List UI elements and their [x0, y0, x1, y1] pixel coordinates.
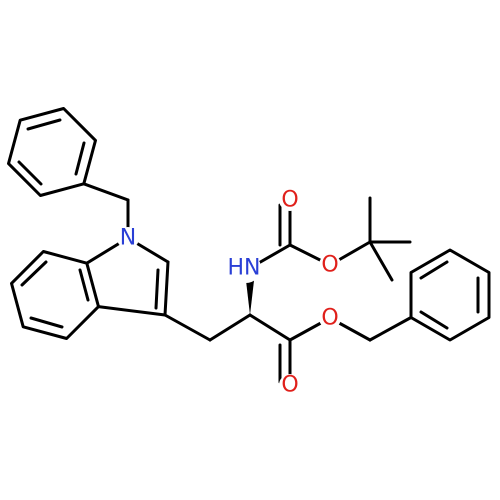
- bond: [163, 260, 170, 317]
- label-mask: [117, 227, 139, 249]
- label-mask: [319, 307, 341, 329]
- atom-label: O: [281, 188, 298, 213]
- double-bond: [26, 118, 62, 131]
- double-bond: [29, 316, 64, 329]
- atom-label: HN: [228, 256, 261, 281]
- atom-label: N: [120, 226, 136, 251]
- double-bond: [419, 260, 449, 280]
- label-mask: [279, 189, 301, 211]
- atom-labels: N HN O O O O: [117, 188, 341, 398]
- atom-label: O: [281, 373, 298, 398]
- double-bond: [20, 260, 48, 287]
- double-bond: [154, 268, 160, 310]
- double-bond: [78, 268, 90, 302]
- double-bond: [74, 141, 86, 176]
- phenyl-ring: [409, 248, 491, 342]
- bond: [248, 313, 292, 342]
- bond: [163, 313, 212, 342]
- double-bond: [419, 310, 449, 330]
- label-mask: [319, 254, 341, 276]
- double-bond: [17, 160, 43, 186]
- label-mask: [231, 253, 261, 283]
- bonds: [7, 107, 491, 387]
- bond: [368, 316, 413, 342]
- bond: [97, 305, 167, 317]
- bond: [208, 313, 252, 342]
- atom-label: O: [321, 306, 338, 331]
- label-mask: [279, 374, 301, 396]
- atom-label: O: [321, 253, 338, 278]
- bond: [82, 182, 130, 202]
- bond: [368, 240, 394, 282]
